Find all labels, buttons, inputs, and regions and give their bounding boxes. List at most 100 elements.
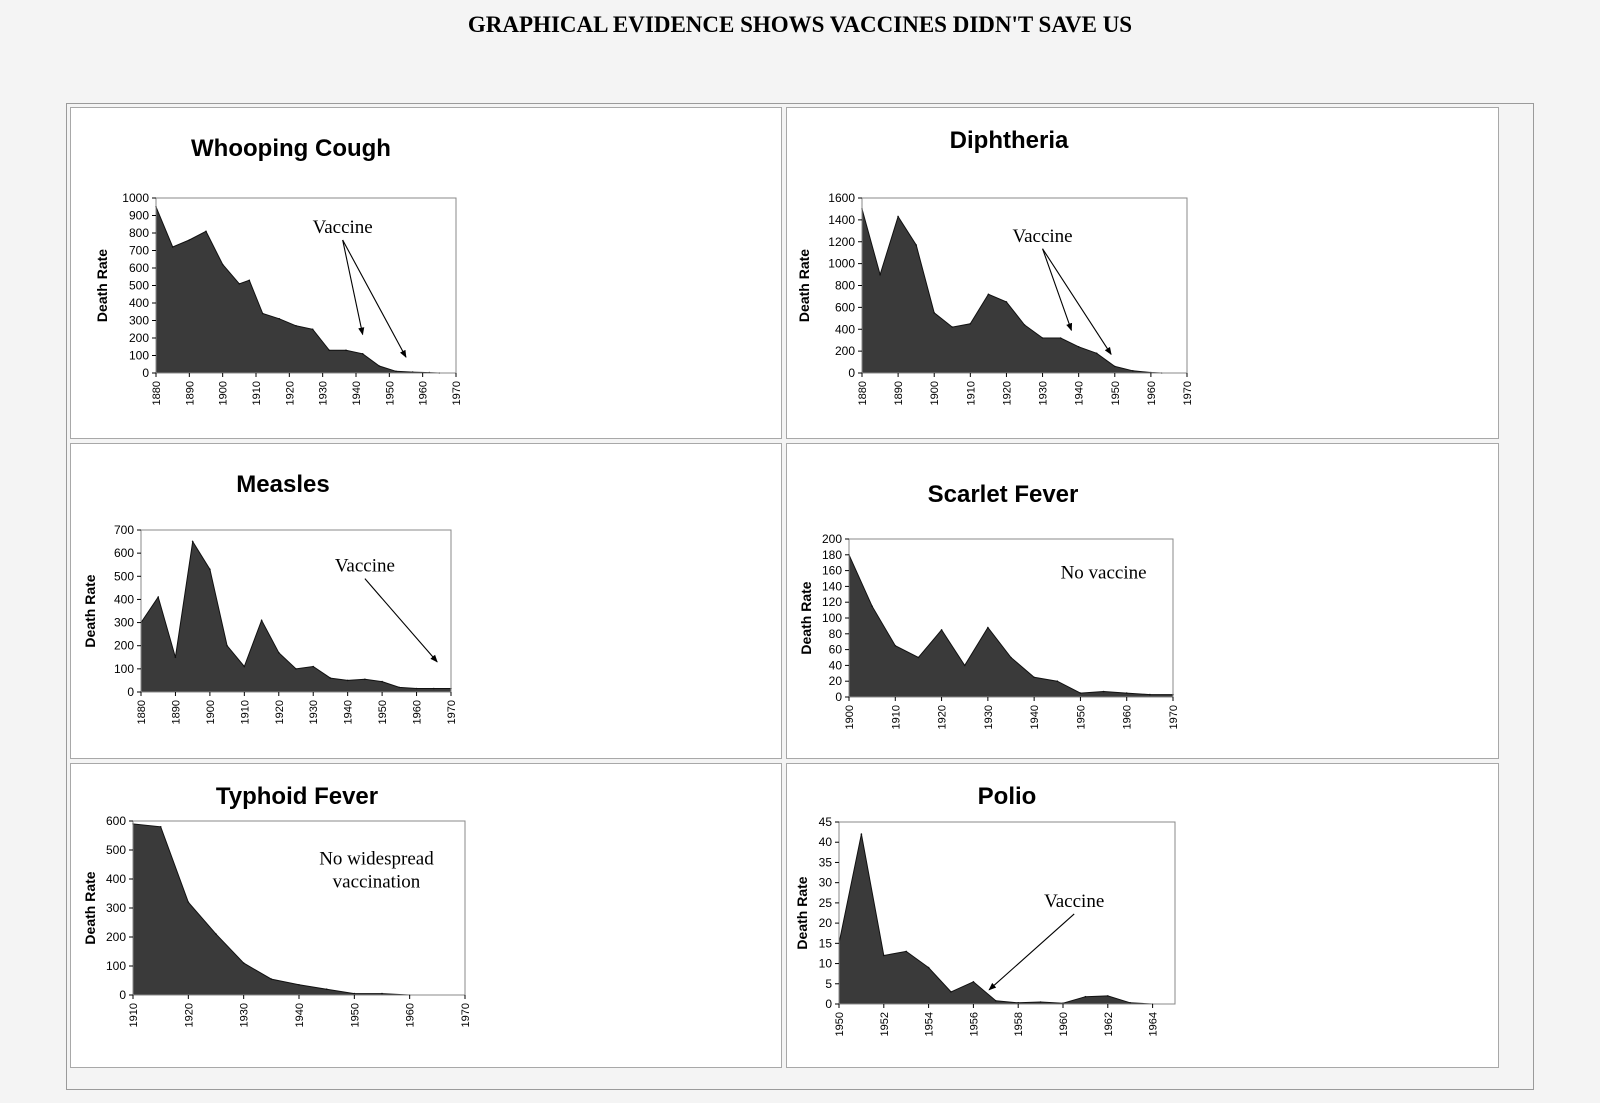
data-point xyxy=(1079,692,1082,694)
data-point xyxy=(157,596,159,598)
y-axis-label: Death Rate xyxy=(82,574,98,647)
annotation-arrow xyxy=(1042,248,1112,356)
chart-panel-whooping-cough: Whooping Cough Death Rate 0 100 200 300 400 500… xyxy=(70,107,782,439)
data-point xyxy=(295,668,297,670)
data-point xyxy=(174,656,177,659)
annotation-arrow xyxy=(364,578,438,663)
data-point xyxy=(188,239,191,241)
data-point xyxy=(295,325,297,327)
y-tick-label: 600 xyxy=(106,814,126,828)
data-point xyxy=(950,991,952,993)
data-point xyxy=(364,678,366,681)
x-tick-label: 1920 xyxy=(274,700,286,724)
data-point xyxy=(205,230,207,233)
x-tick-label: 1910 xyxy=(890,705,902,729)
annotation-label: No vaccine xyxy=(1061,563,1147,584)
data-point xyxy=(1039,1001,1042,1003)
x-tick-label: 1952 xyxy=(879,1012,891,1036)
data-point xyxy=(187,901,190,903)
y-tick-label: 200 xyxy=(129,331,149,345)
data-area-series xyxy=(838,833,1153,1005)
data-point xyxy=(905,950,907,953)
x-tick-label: 1890 xyxy=(893,381,905,405)
y-tick-label: 500 xyxy=(106,843,126,857)
annotation-label: No widespread xyxy=(319,849,434,870)
y-tick-label: 800 xyxy=(129,226,149,240)
y-tick-label: 1200 xyxy=(828,235,855,249)
y-tick-label: 0 xyxy=(825,997,832,1011)
x-tick-label: 1950 xyxy=(384,381,396,405)
data-point xyxy=(311,328,314,331)
chart-svg-diphtheria: Diphtheria Death Rate 0 200 400 600 800 1000 120… xyxy=(796,127,1194,405)
x-tick-label: 1930 xyxy=(318,381,330,405)
chart-grid: Whooping Cough Death Rate 0 100 200 300 400 500… xyxy=(66,103,1534,1090)
y-tick-label: 400 xyxy=(129,296,149,310)
data-point xyxy=(1017,1002,1019,1004)
data-point xyxy=(242,962,245,964)
data-point xyxy=(209,568,211,571)
data-point xyxy=(353,992,356,995)
data-point xyxy=(278,318,281,320)
x-tick-label: 1940 xyxy=(1029,705,1041,729)
data-point xyxy=(894,644,897,647)
y-tick-label: 10 xyxy=(819,957,833,971)
y-tick-label: 300 xyxy=(106,901,126,915)
data-point xyxy=(298,984,300,986)
data-point xyxy=(951,326,954,328)
chart-title: Diphtheria xyxy=(950,127,1069,154)
y-tick-label: 20 xyxy=(819,916,833,930)
y-tick-label: 200 xyxy=(114,639,134,653)
data-point xyxy=(1125,692,1128,694)
annotation-label: Vaccine xyxy=(1044,891,1104,912)
y-tick-label: 40 xyxy=(819,835,833,849)
data-point xyxy=(1149,693,1151,696)
x-tick-label: 1940 xyxy=(1074,381,1086,405)
data-point xyxy=(243,665,246,668)
data-area-series xyxy=(140,540,452,693)
x-tick-label: 1950 xyxy=(377,700,389,724)
chart-svg-typhoid-fever: Typhoid Fever Death Rate 0 100 200 300 400 500 6… xyxy=(82,783,472,1027)
data-point xyxy=(395,370,397,373)
data-point xyxy=(345,349,347,352)
y-tick-label: 1600 xyxy=(828,191,855,205)
data-point xyxy=(915,244,917,246)
chart-svg-whooping-cough: Whooping Cough Death Rate 0 100 200 300 400 500… xyxy=(94,135,463,405)
y-tick-label: 500 xyxy=(114,569,134,583)
y-tick-label: 400 xyxy=(114,592,134,606)
data-point xyxy=(215,933,217,935)
chart-panel-measles: Measles Death Rate 0 100 200 300 400 500 600 700 1… xyxy=(70,443,782,759)
chart-svg-measles: Measles Death Rate 0 100 200 300 400 500 600 700 1… xyxy=(82,471,458,724)
y-axis-label: Death Rate xyxy=(94,249,110,322)
y-tick-label: 600 xyxy=(114,546,134,560)
data-point xyxy=(987,293,990,296)
data-point xyxy=(171,246,174,248)
y-axis-label: Death Rate xyxy=(796,249,812,322)
y-tick-label: 40 xyxy=(829,658,843,672)
y-tick-label: 0 xyxy=(848,366,855,380)
x-tick-label: 1930 xyxy=(239,1003,251,1027)
y-tick-label: 160 xyxy=(822,564,842,578)
y-tick-label: 0 xyxy=(142,366,149,380)
annotation-arrow xyxy=(342,239,407,358)
y-tick-label: 15 xyxy=(819,936,833,950)
data-point xyxy=(260,619,263,622)
annotation-label: Vaccine xyxy=(1012,226,1072,247)
x-tick-label: 1960 xyxy=(418,381,430,405)
y-tick-label: 0 xyxy=(127,685,134,699)
data-point xyxy=(415,687,418,690)
data-point xyxy=(1084,995,1087,998)
y-tick-label: 60 xyxy=(829,643,843,657)
x-tick-label: 1930 xyxy=(983,705,995,729)
y-tick-label: 5 xyxy=(825,977,832,991)
y-tick-label: 25 xyxy=(819,896,833,910)
y-tick-label: 140 xyxy=(822,579,842,593)
x-tick-label: 1920 xyxy=(937,705,949,729)
x-tick-label: 1960 xyxy=(405,1003,417,1027)
x-tick-label: 1900 xyxy=(205,700,217,724)
y-axis-label: Death Rate xyxy=(794,876,810,949)
x-tick-label: 1900 xyxy=(844,705,856,729)
annotation-arrow xyxy=(1042,248,1073,332)
x-tick-label: 1890 xyxy=(184,381,196,405)
y-tick-label: 30 xyxy=(819,876,833,890)
data-point xyxy=(1010,656,1012,659)
